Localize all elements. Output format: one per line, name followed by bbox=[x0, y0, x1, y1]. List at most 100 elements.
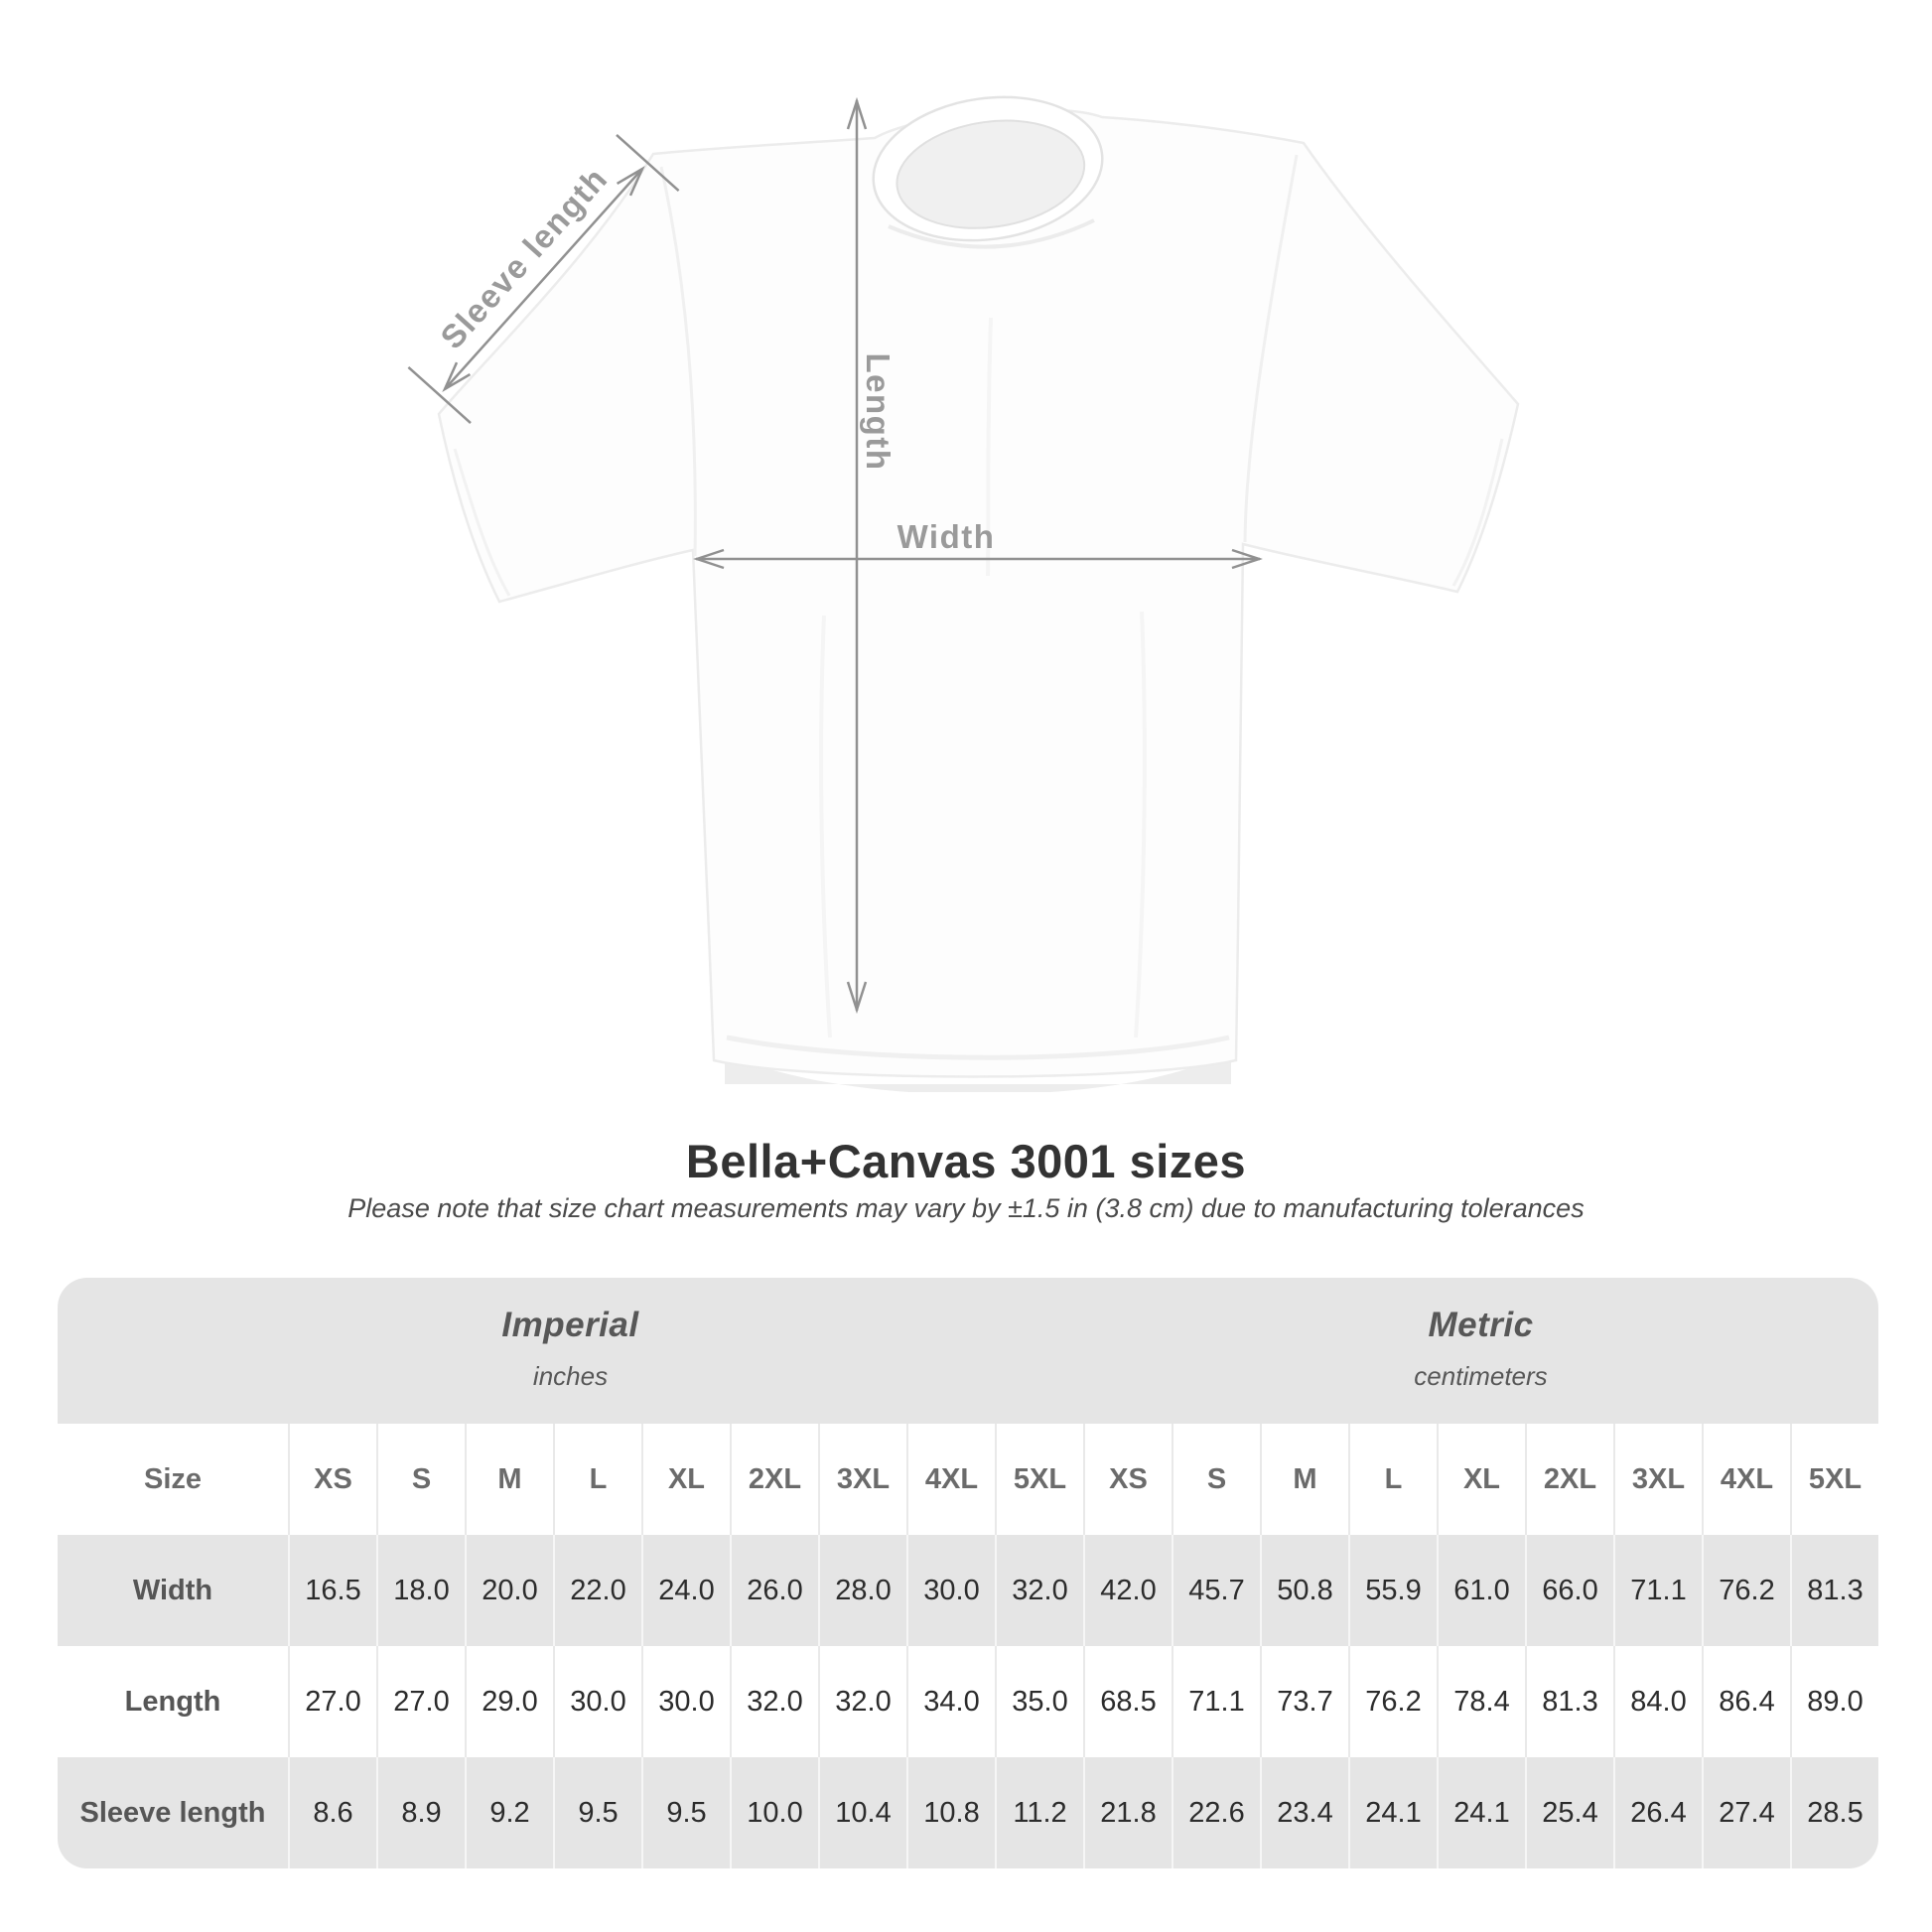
unit-band: Imperial inches Metric centimeters bbox=[58, 1278, 1878, 1424]
cell-length-12: 76.2 bbox=[1348, 1646, 1437, 1757]
cell-length-5: 32.0 bbox=[730, 1646, 818, 1757]
cell-width-17: 81.3 bbox=[1790, 1535, 1878, 1646]
cell-width-7: 30.0 bbox=[906, 1535, 995, 1646]
cell-sleeve-length-3: 9.5 bbox=[553, 1757, 641, 1868]
cell-sleeve-length-7: 10.8 bbox=[906, 1757, 995, 1868]
cell-sleeve-length-16: 27.4 bbox=[1702, 1757, 1790, 1868]
cell-width-11: 50.8 bbox=[1260, 1535, 1348, 1646]
imperial-group-header: Imperial inches bbox=[58, 1278, 1083, 1424]
left-sleeve-seam bbox=[659, 166, 697, 557]
size-header-imperial-xl: XL bbox=[641, 1424, 730, 1535]
cell-width-4: 24.0 bbox=[641, 1535, 730, 1646]
size-header-imperial-4xl: 4XL bbox=[906, 1424, 995, 1535]
size-table: Imperial inches Metric centimeters Size X… bbox=[58, 1278, 1878, 1868]
size-table-grid: Size XS S M L XL 2XL 3XL 4XL 5XL XS S M L XL 2XL 3XL 4XL 5… bbox=[58, 1424, 1878, 1868]
cell-width-16: 76.2 bbox=[1702, 1535, 1790, 1646]
row-label-sleeve-length: Sleeve length bbox=[58, 1757, 288, 1868]
tshirt-diagram: Sleeve length Length Width bbox=[407, 95, 1520, 1092]
size-header-imperial-xs: XS bbox=[288, 1424, 376, 1535]
wrinkle-center bbox=[986, 317, 993, 577]
size-header-imperial-2xl: 2XL bbox=[730, 1424, 818, 1535]
width-arrow bbox=[693, 548, 1263, 570]
cell-sleeve-length-11: 23.4 bbox=[1260, 1757, 1348, 1868]
cell-width-0: 16.5 bbox=[288, 1535, 376, 1646]
size-header-imperial-3xl: 3XL bbox=[818, 1424, 906, 1535]
hem-shadow bbox=[726, 1035, 1230, 1060]
tolerance-disclaimer: Please note that size chart measurements… bbox=[347, 1193, 1585, 1223]
size-header-metric-m: M bbox=[1260, 1424, 1348, 1535]
cell-length-15: 84.0 bbox=[1613, 1646, 1702, 1757]
cell-length-16: 86.4 bbox=[1702, 1646, 1790, 1757]
tshirt-body bbox=[437, 108, 1520, 1078]
cell-length-0: 27.0 bbox=[288, 1646, 376, 1757]
size-header-metric-xl: XL bbox=[1437, 1424, 1525, 1535]
cell-sleeve-length-0: 8.6 bbox=[288, 1757, 376, 1868]
cell-sleeve-length-9: 21.8 bbox=[1083, 1757, 1172, 1868]
page-title: Bella+Canvas 3001 sizes bbox=[685, 1135, 1247, 1187]
cell-width-3: 22.0 bbox=[553, 1535, 641, 1646]
collar bbox=[872, 95, 1104, 242]
cell-length-4: 30.0 bbox=[641, 1646, 730, 1757]
cell-length-8: 35.0 bbox=[995, 1646, 1083, 1757]
cell-width-13: 61.0 bbox=[1437, 1535, 1525, 1646]
size-header-metric-5xl: 5XL bbox=[1790, 1424, 1878, 1535]
size-header-metric-3xl: 3XL bbox=[1613, 1424, 1702, 1535]
row-label-length: Length bbox=[58, 1646, 288, 1757]
wrinkle-right bbox=[1134, 611, 1147, 1038]
cell-width-10: 45.7 bbox=[1172, 1535, 1260, 1646]
length-arrow bbox=[846, 96, 868, 1015]
cell-sleeve-length-4: 9.5 bbox=[641, 1757, 730, 1868]
size-header-imperial-5xl: 5XL bbox=[995, 1424, 1083, 1535]
row-label-width: Width bbox=[58, 1535, 288, 1646]
cell-sleeve-length-6: 10.4 bbox=[818, 1757, 906, 1868]
cell-length-11: 73.7 bbox=[1260, 1646, 1348, 1757]
cell-sleeve-length-17: 28.5 bbox=[1790, 1757, 1878, 1868]
cell-sleeve-length-8: 11.2 bbox=[995, 1757, 1083, 1868]
cell-length-10: 71.1 bbox=[1172, 1646, 1260, 1757]
cell-width-6: 28.0 bbox=[818, 1535, 906, 1646]
width-label: Width bbox=[897, 518, 996, 555]
size-header-metric-xs: XS bbox=[1083, 1424, 1172, 1535]
cell-length-9: 68.5 bbox=[1083, 1646, 1172, 1757]
cell-width-1: 18.0 bbox=[376, 1535, 465, 1646]
cell-sleeve-length-1: 8.9 bbox=[376, 1757, 465, 1868]
cell-length-2: 29.0 bbox=[465, 1646, 553, 1757]
size-column-label: Size bbox=[58, 1424, 288, 1535]
tshirt-illustration bbox=[407, 95, 1520, 1092]
cell-sleeve-length-2: 9.2 bbox=[465, 1757, 553, 1868]
cell-length-17: 89.0 bbox=[1790, 1646, 1878, 1757]
size-header-metric-l: L bbox=[1348, 1424, 1437, 1535]
cell-length-6: 32.0 bbox=[818, 1646, 906, 1757]
sleeve-length-arrow bbox=[407, 133, 680, 425]
cell-sleeve-length-12: 24.1 bbox=[1348, 1757, 1437, 1868]
right-cuff-seam bbox=[1451, 438, 1504, 587]
length-label: Length bbox=[860, 352, 897, 472]
cell-width-9: 42.0 bbox=[1083, 1535, 1172, 1646]
cell-sleeve-length-13: 24.1 bbox=[1437, 1757, 1525, 1868]
cell-width-5: 26.0 bbox=[730, 1535, 818, 1646]
cell-sleeve-length-10: 22.6 bbox=[1172, 1757, 1260, 1868]
size-header-metric-4xl: 4XL bbox=[1702, 1424, 1790, 1535]
cell-length-1: 27.0 bbox=[376, 1646, 465, 1757]
cell-width-2: 20.0 bbox=[465, 1535, 553, 1646]
size-header-metric-2xl: 2XL bbox=[1525, 1424, 1613, 1535]
cell-sleeve-length-14: 25.4 bbox=[1525, 1757, 1613, 1868]
metric-group-header: Metric centimeters bbox=[1083, 1278, 1878, 1424]
left-cuff-seam bbox=[453, 448, 511, 597]
size-header-imperial-l: L bbox=[553, 1424, 641, 1535]
metric-unit: centimeters bbox=[1414, 1361, 1548, 1391]
size-header-imperial-s: S bbox=[376, 1424, 465, 1535]
metric-title: Metric bbox=[1428, 1306, 1534, 1344]
wrinkle-left bbox=[819, 615, 832, 1038]
cell-length-3: 30.0 bbox=[553, 1646, 641, 1757]
cell-sleeve-length-5: 10.0 bbox=[730, 1757, 818, 1868]
cell-width-12: 55.9 bbox=[1348, 1535, 1437, 1646]
cell-width-15: 71.1 bbox=[1613, 1535, 1702, 1646]
imperial-unit: inches bbox=[532, 1361, 609, 1391]
imperial-title: Imperial bbox=[501, 1306, 639, 1344]
right-sleeve-seam bbox=[1243, 154, 1299, 543]
cell-width-14: 66.0 bbox=[1525, 1535, 1613, 1646]
collar-shadow bbox=[888, 218, 1095, 249]
cell-width-8: 32.0 bbox=[995, 1535, 1083, 1646]
